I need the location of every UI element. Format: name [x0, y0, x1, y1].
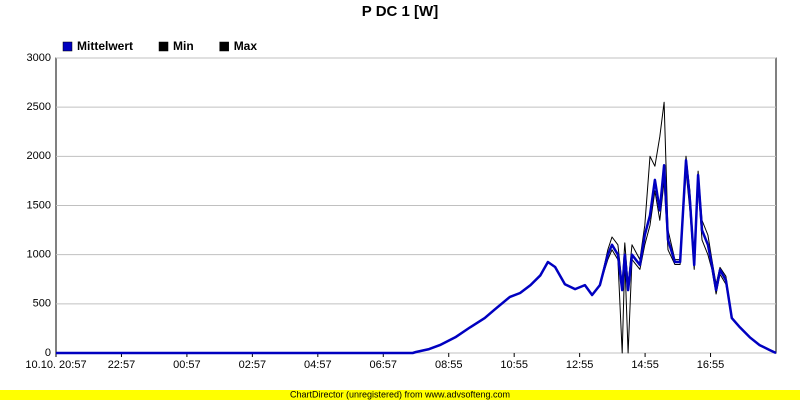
x-tick-label: 10.10. 20:57: [25, 359, 86, 371]
legend-swatch: [158, 41, 169, 52]
x-tick-label: 16:55: [697, 359, 725, 371]
x-tick-label: 06:57: [370, 359, 398, 371]
legend-label: Max: [234, 39, 258, 53]
y-tick-label: 1000: [27, 249, 51, 261]
chart-title: P DC 1 [W]: [362, 3, 438, 20]
legend-swatch: [62, 41, 73, 52]
y-tick-label: 1500: [27, 199, 51, 211]
x-tick-label: 00:57: [173, 359, 201, 371]
y-tick-label: 3000: [27, 52, 51, 64]
legend-label: Mittelwert: [77, 39, 133, 53]
x-tick-label: 02:57: [239, 359, 267, 371]
y-tick-label: 500: [33, 298, 51, 310]
x-tick-label: 14:55: [631, 359, 659, 371]
x-tick-label: 22:57: [108, 359, 136, 371]
x-tick-label: 04:57: [304, 359, 332, 371]
y-tick-label: 0: [45, 347, 51, 359]
legend-label: Min: [173, 39, 194, 53]
footer: ChartDirector (unregistered) from www.ad…: [290, 389, 510, 399]
y-tick-label: 2000: [27, 150, 51, 162]
footer-bar: [0, 390, 800, 400]
x-tick-label: 10:55: [500, 359, 528, 371]
legend-swatch: [219, 41, 229, 52]
y-tick-label: 2500: [27, 101, 51, 113]
x-tick-label: 08:55: [435, 359, 463, 371]
x-tick-label: 12:55: [566, 359, 594, 371]
series-line: [56, 159, 777, 355]
